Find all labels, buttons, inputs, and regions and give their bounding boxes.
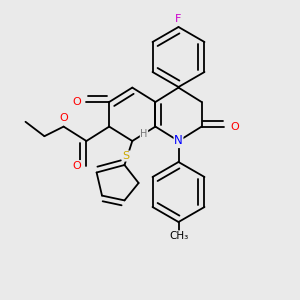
Text: O: O — [230, 122, 239, 132]
Text: O: O — [72, 97, 81, 107]
Text: O: O — [72, 160, 81, 171]
Text: F: F — [175, 14, 182, 25]
Text: CH₃: CH₃ — [169, 231, 188, 241]
Text: N: N — [174, 134, 183, 148]
Text: H: H — [140, 129, 148, 139]
Text: S: S — [122, 151, 130, 161]
Text: O: O — [59, 113, 68, 123]
